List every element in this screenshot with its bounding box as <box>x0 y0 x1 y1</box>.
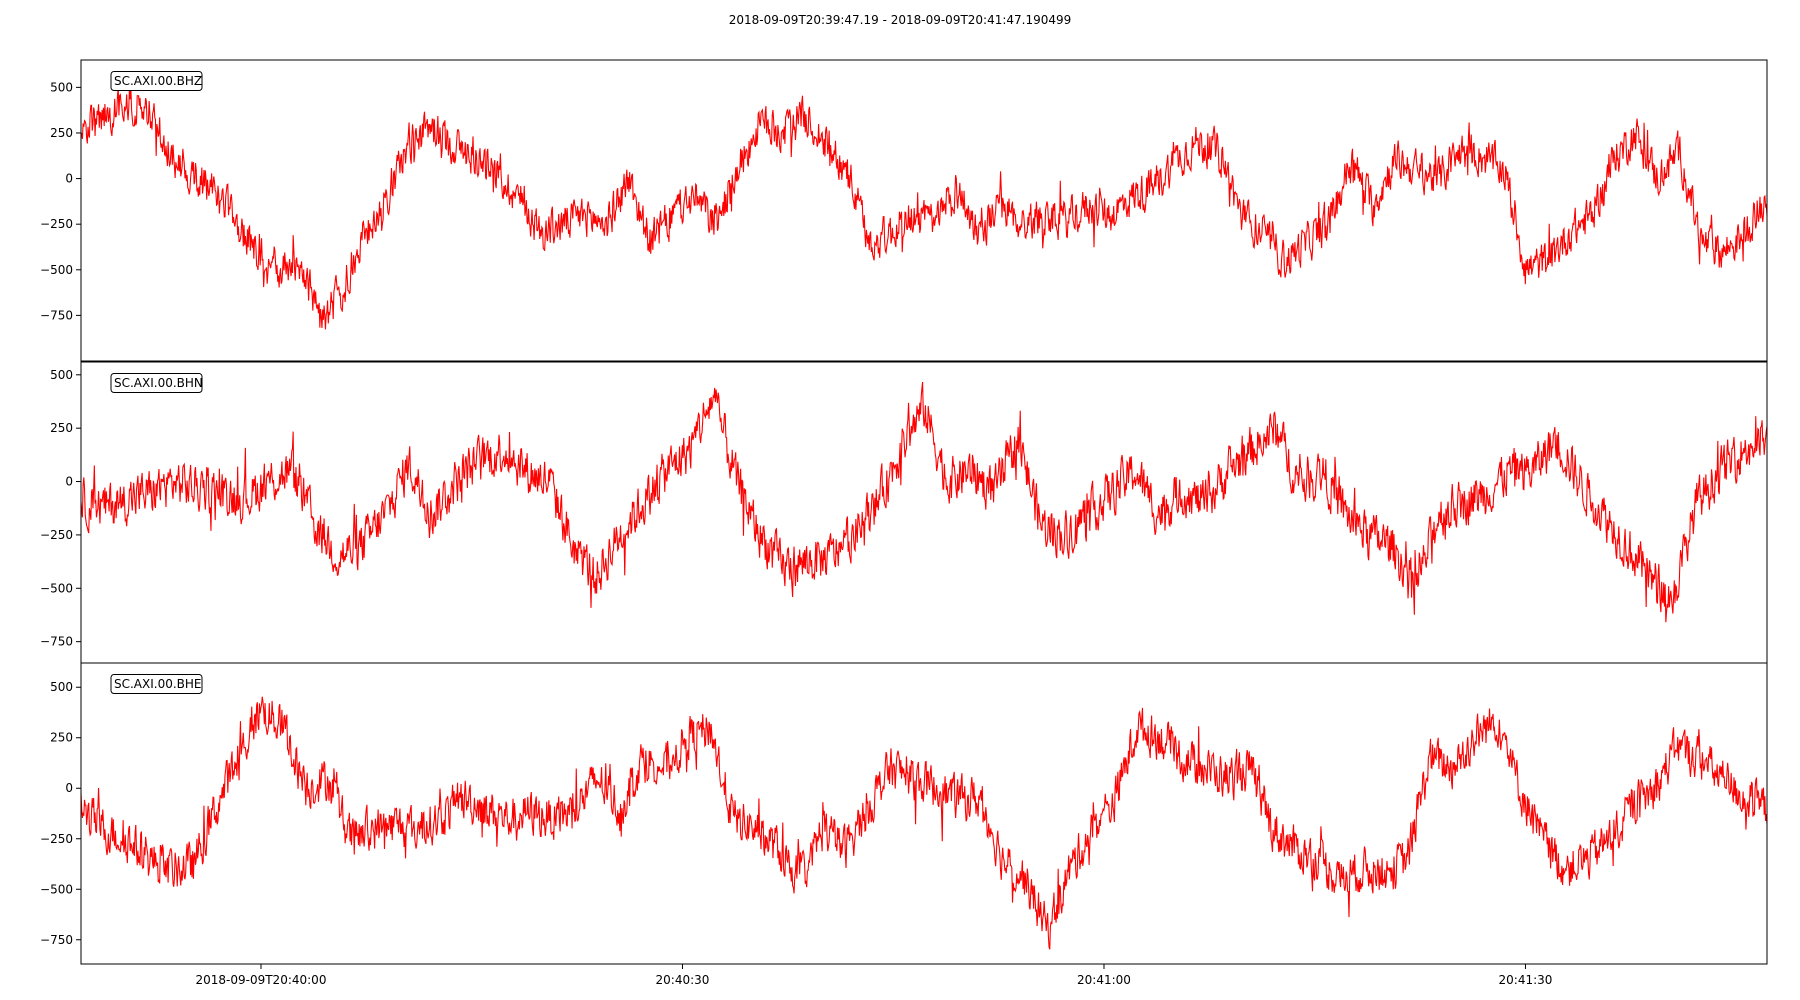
y-tick-label-0-3: −250 <box>40 217 73 231</box>
x-tick-label-0: 2018-09-09T20:40:00 <box>195 973 326 987</box>
time-axis: 2018-09-09T20:40:00 20:40:30 20:41:00 20:41… <box>195 964 1552 987</box>
y-tick-label-2-3: −250 <box>40 832 73 846</box>
trace-label-1: SC.AXI.00.BHN <box>110 373 203 393</box>
trace-panels: 500 250 0 −250 −500 −750 SC.AXI.00.BHZ 500 250 0 −… <box>40 59 1768 965</box>
panel-frame-1 <box>80 361 1768 664</box>
trace-label-box-1 <box>110 373 203 393</box>
y-tick-label-2-5: −750 <box>40 933 73 947</box>
y-tick-label-2-4: −500 <box>40 882 73 896</box>
trace-panel-1: 500 250 0 −250 −500 −750 SC.AXI.00.BHN <box>40 361 1768 664</box>
x-tick-label-2: 20:41:00 <box>1077 973 1131 987</box>
trace-label-box-0 <box>110 71 203 91</box>
trace-label-text-1: SC.AXI.00.BHN <box>114 376 203 390</box>
y-tick-label-1-0: 500 <box>50 368 73 382</box>
y-tick-label-1-3: −250 <box>40 528 73 542</box>
y-tick-label-0-4: −500 <box>40 263 73 277</box>
figure-title: 2018-09-09T20:39:47.19 - 2018-09-09T20:4… <box>729 13 1072 27</box>
y-tick-label-1-1: 250 <box>50 421 73 435</box>
x-tick-label-3: 20:41:30 <box>1499 973 1553 987</box>
panel-frame-2 <box>80 662 1768 965</box>
y-tick-label-1-4: −500 <box>40 581 73 595</box>
trace-label-text-2: SC.AXI.00.BHE <box>114 677 202 691</box>
trace-panel-0: 500 250 0 −250 −500 −750 SC.AXI.00.BHZ <box>40 59 1768 362</box>
y-tick-label-1-5: −750 <box>40 635 73 649</box>
waveform-line-0 <box>81 86 1767 330</box>
y-tick-label-2-0: 500 <box>50 680 73 694</box>
panel-frame-0 <box>80 59 1768 362</box>
trace-label-text-0: SC.AXI.00.BHZ <box>114 74 202 88</box>
y-tick-label-2-1: 250 <box>50 731 73 745</box>
trace-label-0: SC.AXI.00.BHZ <box>110 71 203 91</box>
y-tick-label-2-2: 0 <box>65 781 73 795</box>
trace-label-box-2 <box>110 674 203 694</box>
y-tick-label-1-2: 0 <box>65 475 73 489</box>
trace-label-2: SC.AXI.00.BHE <box>110 674 203 694</box>
waveform-line-2 <box>81 696 1767 950</box>
y-tick-label-0-5: −750 <box>40 308 73 322</box>
trace-panel-2: 500 250 0 −250 −500 −750 SC.AXI.00.BHE <box>40 662 1768 965</box>
x-tick-label-1: 20:40:30 <box>656 973 710 987</box>
y-tick-label-0-2: 0 <box>65 172 73 186</box>
waveform-line-1 <box>81 381 1767 623</box>
y-tick-label-0-1: 250 <box>50 126 73 140</box>
y-tick-label-0-0: 500 <box>50 80 73 94</box>
